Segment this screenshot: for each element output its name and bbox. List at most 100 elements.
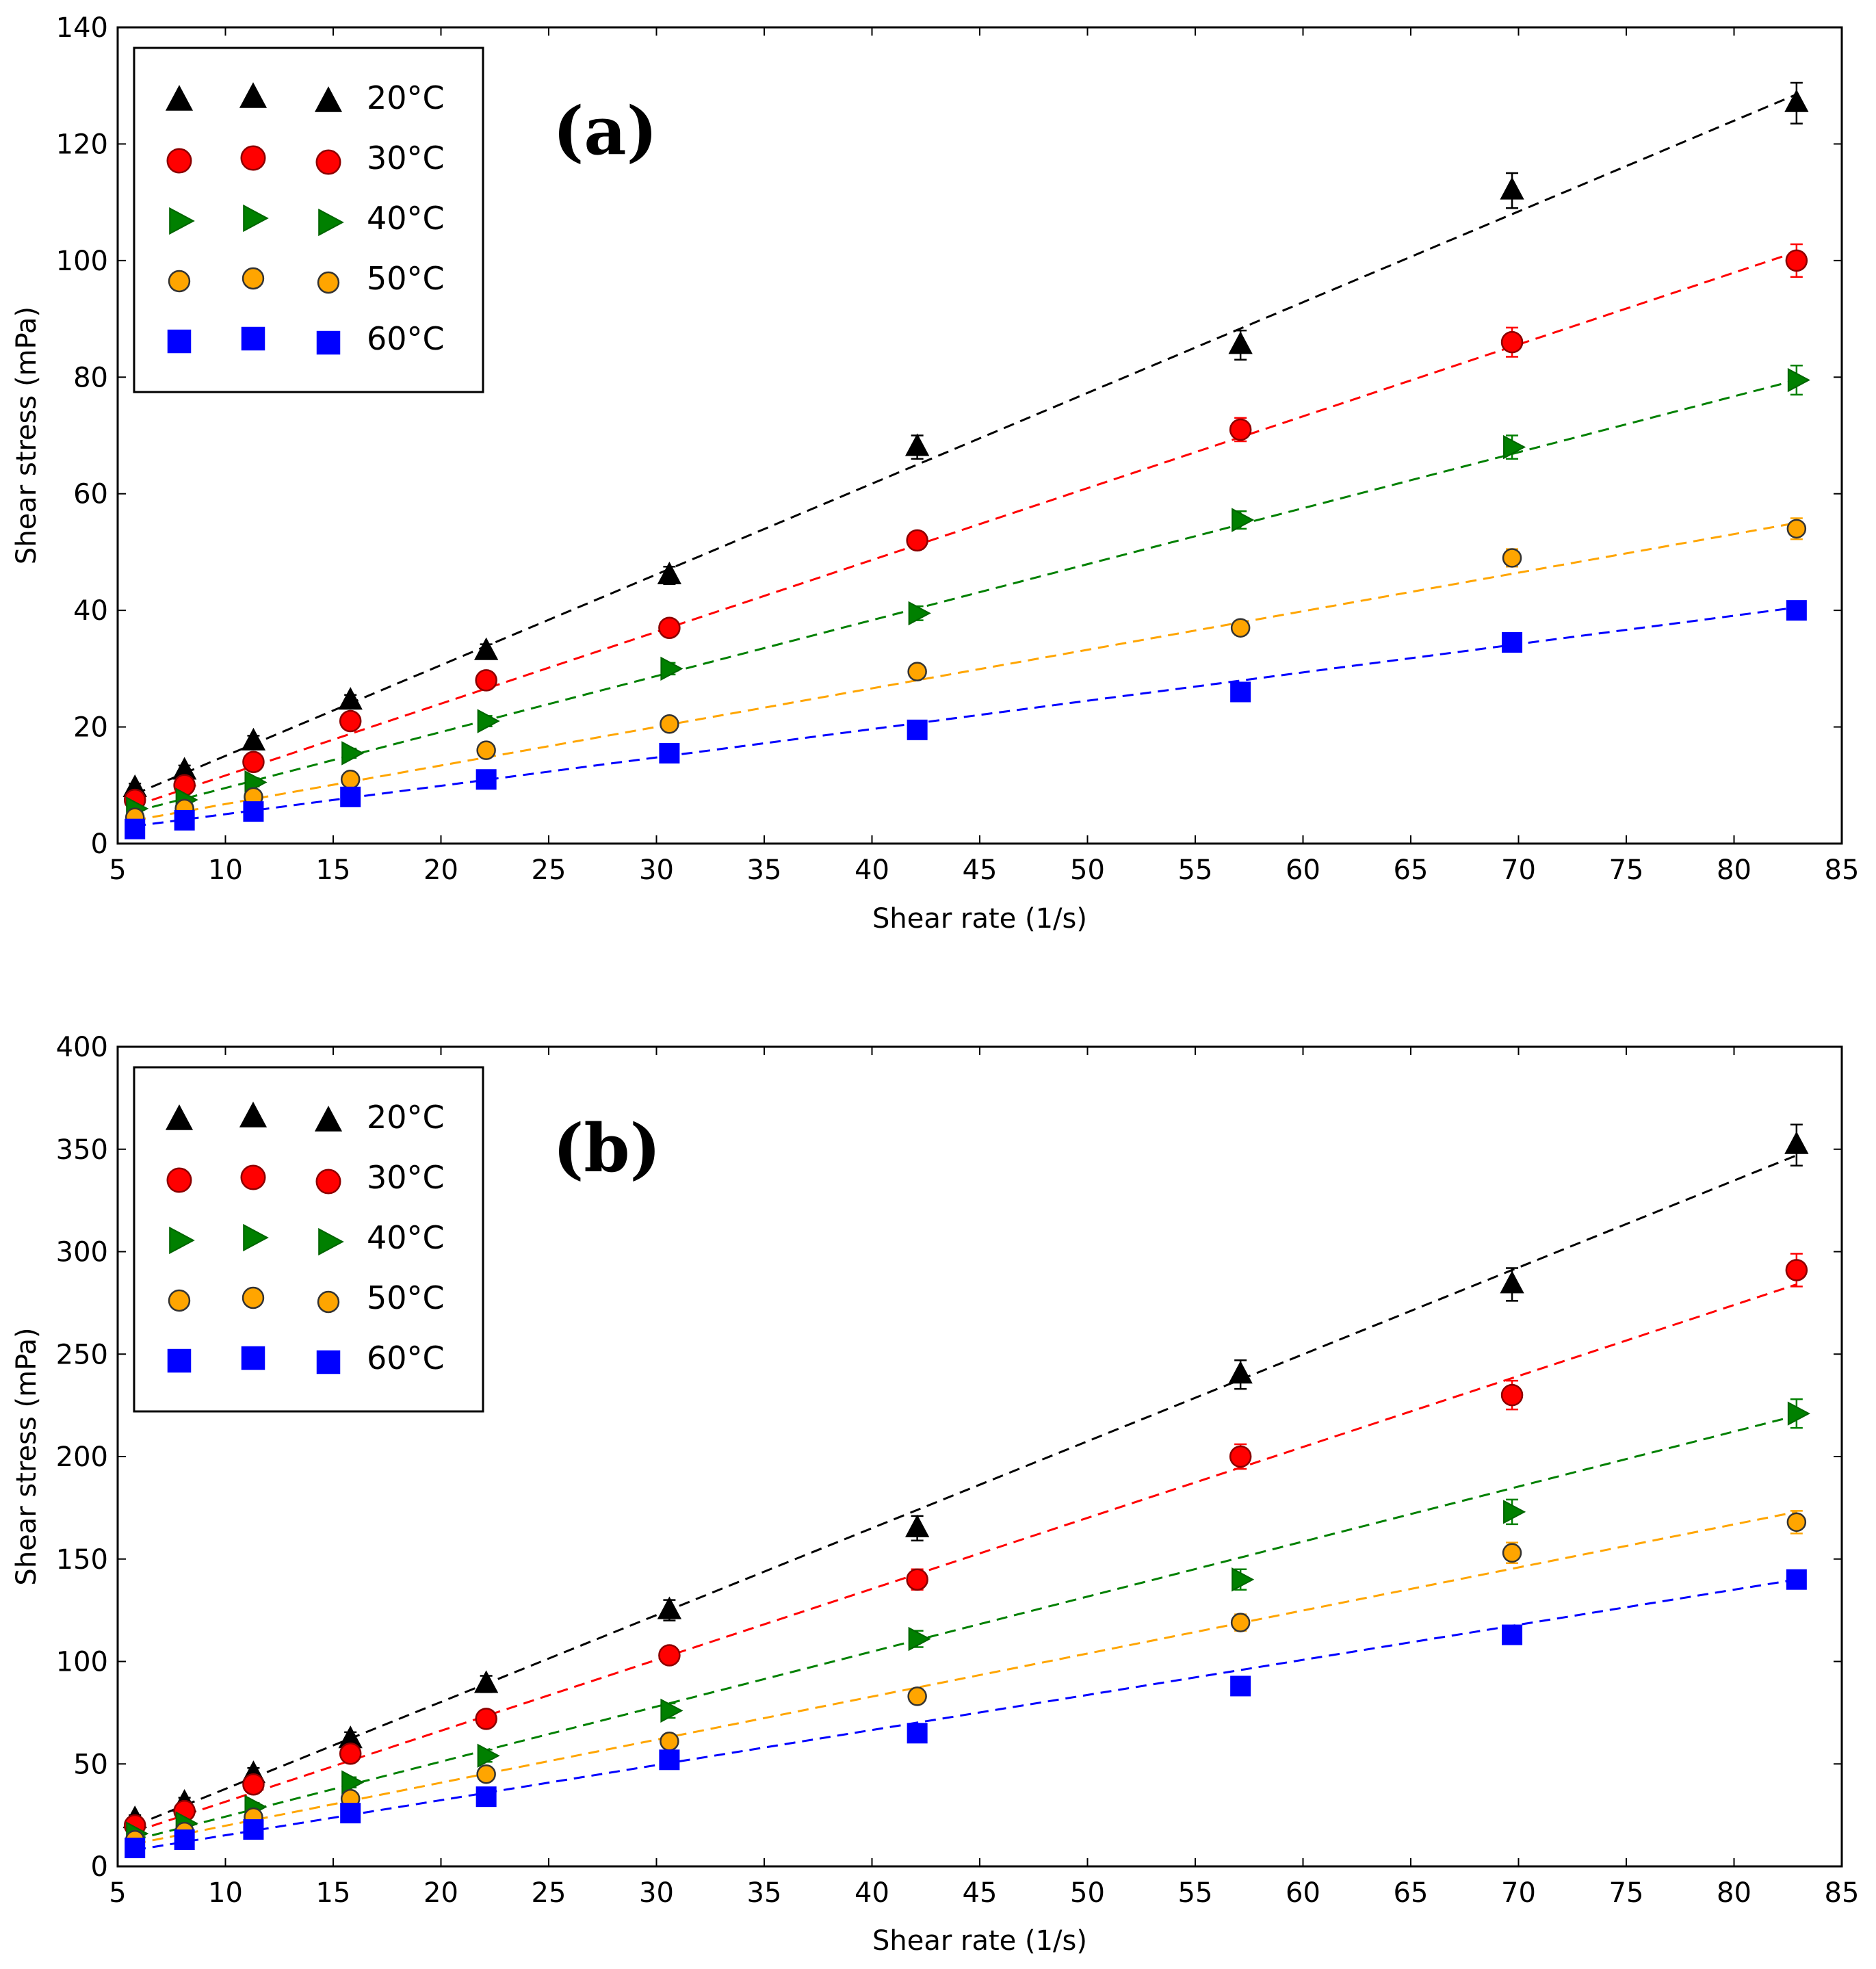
x-tick-label: 20 [424, 855, 458, 886]
x-tick-label: 85 [1825, 1877, 1860, 1909]
y-axis-label: Shear stress (mPa) [11, 1327, 42, 1585]
legend-marker-20c [239, 82, 268, 108]
data-point-20c [904, 433, 930, 456]
legend-marker-30c [315, 149, 341, 175]
y-tick-label: 300 [56, 1237, 108, 1268]
y-tick-label: 150 [56, 1544, 108, 1576]
x-tick-label: 75 [1609, 855, 1644, 886]
x-tick-label: 65 [1394, 1877, 1429, 1909]
data-point-20c [473, 637, 499, 660]
data-point-50c [1502, 548, 1522, 568]
data-point-40c [1232, 508, 1255, 532]
data-point-40c [660, 656, 683, 681]
data-point-40c [477, 709, 500, 733]
y-tick-label: 50 [73, 1749, 108, 1780]
axis-ticks: 5 10 15 20 25 30 35 40 45 50 55 60 65 70 75 80 85 0 50 100 1… [56, 1032, 1860, 1909]
x-tick-label: 30 [639, 1877, 674, 1909]
legend-marker-20c [314, 1106, 343, 1132]
data-point-60c [659, 742, 680, 764]
x-tick-label: 10 [208, 855, 243, 886]
legend-label-50c: 50°C [367, 260, 445, 297]
legend-marker-60c [167, 1348, 192, 1373]
x-axis-label: Shear rate (1/s) [872, 903, 1087, 935]
data-point-30c [1785, 1259, 1808, 1281]
y-tick-label: 20 [73, 712, 108, 744]
data-point-50c [1786, 1512, 1807, 1533]
data-points [122, 81, 1810, 839]
x-tick-label: 15 [316, 855, 351, 886]
legend-marker-50c [168, 270, 191, 293]
y-tick-label: 0 [91, 829, 108, 860]
data-point-40c [1503, 1500, 1526, 1524]
fit-line-40c [134, 1414, 1797, 1841]
data-point-60c [659, 1749, 680, 1771]
data-point-30c [242, 1773, 265, 1796]
legend-markers [165, 82, 344, 355]
fit-lines [134, 1154, 1797, 1851]
data-point-30c [906, 529, 928, 552]
data-point-60c [907, 1723, 928, 1744]
x-tick-label: 5 [109, 1877, 126, 1909]
data-point-20c [1784, 89, 1809, 112]
x-tick-label: 20 [424, 1877, 458, 1909]
x-tick-label: 45 [963, 1877, 998, 1909]
legend-marker-50c [317, 271, 340, 294]
x-tick-label: 75 [1609, 1877, 1644, 1909]
data-point-40c [341, 741, 365, 766]
data-point-30c [1500, 330, 1524, 354]
data-point-60c [243, 801, 264, 822]
x-tick-label: 5 [109, 855, 126, 886]
x-tick-label: 25 [532, 1877, 566, 1909]
data-point-20c [657, 561, 682, 585]
legend-marker-20c [165, 1104, 194, 1130]
legend-marker-60c [241, 326, 265, 351]
legend-marker-40c [169, 207, 195, 235]
y-tick-label: 0 [91, 1851, 108, 1883]
y-tick-label: 100 [56, 246, 108, 277]
fit-line-50c [134, 521, 1797, 822]
data-point-60c [125, 1838, 146, 1859]
data-point-50c [660, 1732, 679, 1751]
data-point-60c [340, 786, 361, 807]
x-tick-label: 25 [532, 855, 566, 886]
legend-label-40c: 40°C [367, 1219, 445, 1256]
data-point-40c [1503, 434, 1526, 460]
data-point-40c [1232, 1567, 1255, 1592]
y-axis-label: Shear stress (mPa) [11, 307, 42, 564]
x-tick-label: 85 [1825, 855, 1860, 886]
data-point-40c [908, 1626, 931, 1652]
data-point-60c [475, 769, 497, 790]
data-point-40c [341, 1770, 365, 1795]
y-tick-label: 400 [56, 1032, 108, 1063]
y-tick-label: 40 [73, 595, 108, 627]
data-point-60c [174, 809, 195, 831]
x-tick-label: 15 [316, 1877, 351, 1909]
data-point-20c [338, 687, 363, 710]
panel-a: 5 10 15 20 25 30 35 40 45 50 55 60 65 70 75 80 85 0 20 40 60… [11, 12, 1859, 935]
data-point-30c [658, 1644, 681, 1667]
panel-b: 5 10 15 20 25 30 35 40 45 50 55 60 65 70 75 80 85 0 50 100 1… [11, 1032, 1859, 1957]
legend-label-60c: 60°C [367, 1340, 445, 1377]
fit-line-20c [134, 93, 1797, 795]
y-tick-label: 250 [56, 1339, 108, 1370]
x-tick-label: 45 [963, 855, 998, 886]
x-tick-label: 40 [855, 855, 889, 886]
x-axis-label: Shear rate (1/s) [872, 1925, 1087, 1957]
legend: 20°C 30°C 40°C 50°C 60°C [133, 47, 484, 393]
data-point-30c [339, 1743, 362, 1765]
data-point-30c [475, 1708, 497, 1730]
y-tick-label: 80 [73, 362, 108, 393]
data-point-20c [1784, 1131, 1809, 1154]
data-point-50c [1786, 519, 1807, 539]
legend-label-20c: 20°C [367, 79, 445, 116]
legend-marker-40c [243, 1223, 269, 1252]
data-point-20c [473, 1670, 499, 1693]
data-point-30c [658, 616, 681, 639]
data-point-20c [1228, 1361, 1253, 1384]
data-point-30c [475, 669, 497, 692]
data-point-50c [907, 662, 927, 681]
data-point-60c [1786, 600, 1807, 621]
y-tick-label: 200 [56, 1442, 108, 1473]
data-point-40c [908, 601, 931, 626]
